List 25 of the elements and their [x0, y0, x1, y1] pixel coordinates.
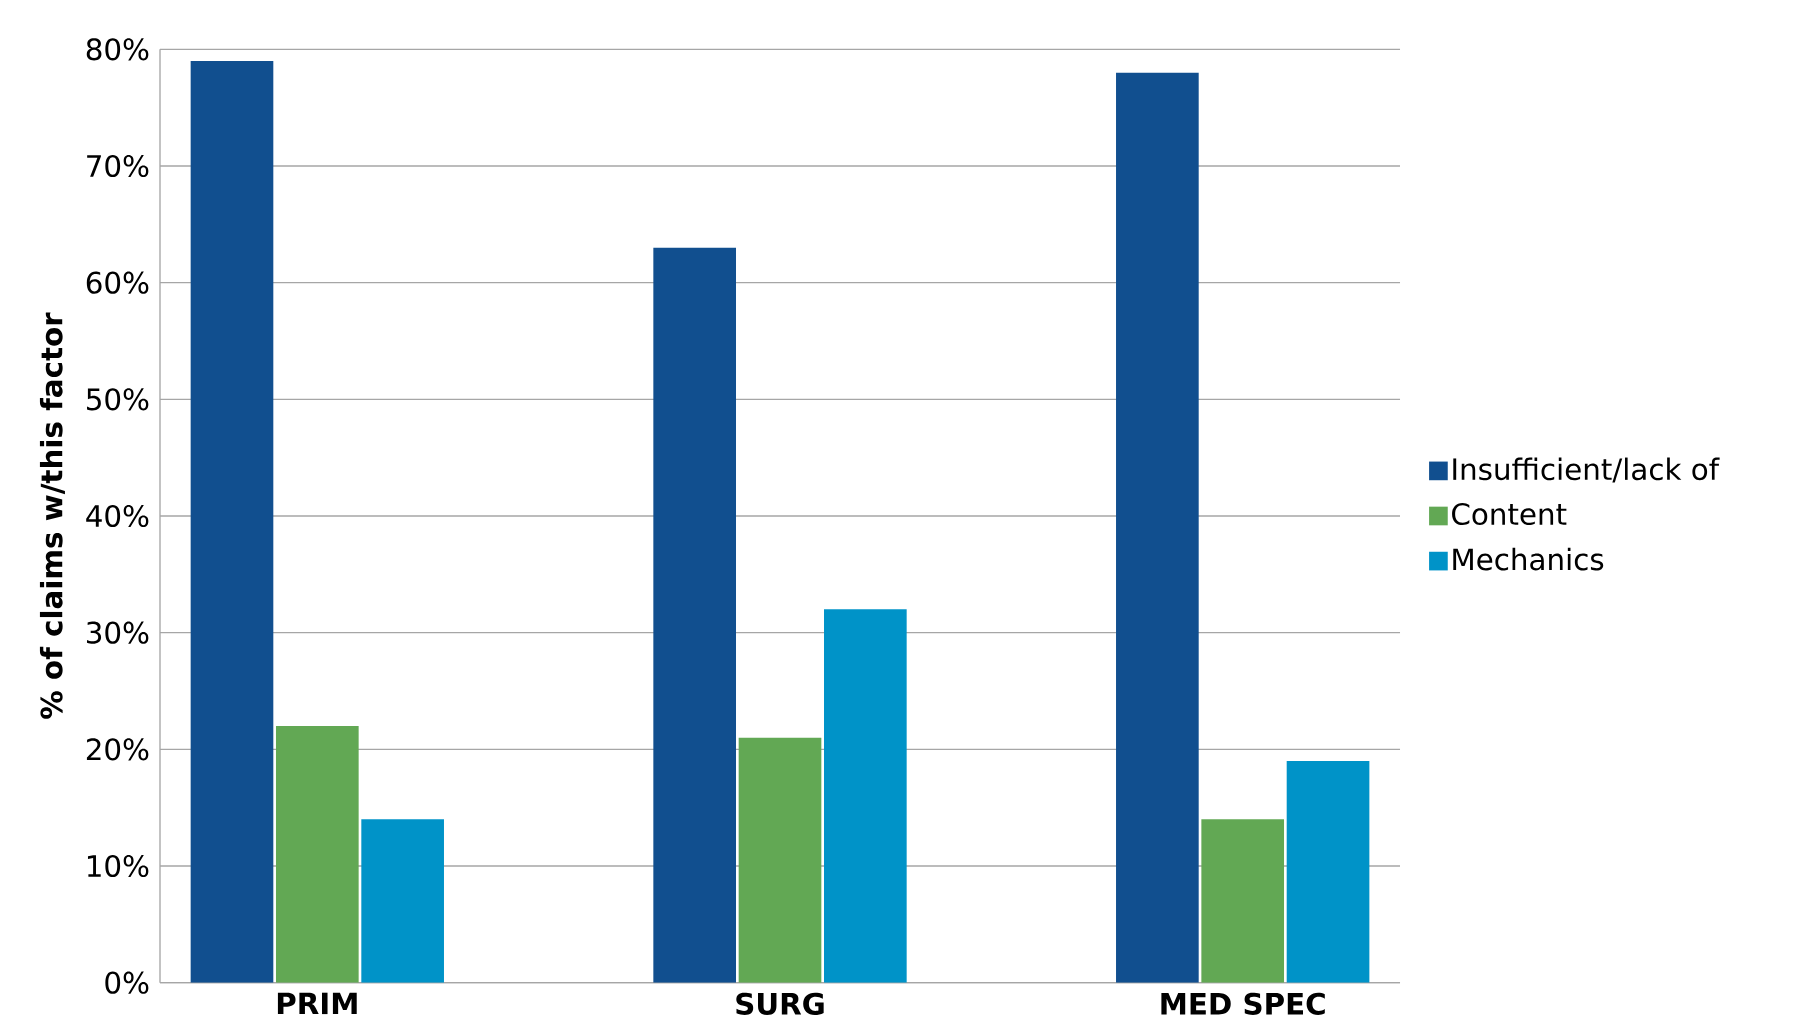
bar — [824, 609, 907, 983]
legend-label: Insufficient/lack of — [1453, 457, 1720, 483]
x-tick-label: PRIM — [277, 992, 357, 1015]
legend-label: Content — [1452, 502, 1567, 526]
bar — [1286, 761, 1370, 983]
bar — [1116, 72, 1199, 983]
y-tick-label: 20% — [86, 738, 149, 761]
legend-label: Mechanics — [1453, 547, 1604, 571]
bar — [190, 60, 274, 983]
y-axis-title: % of claims w/this factor — [39, 312, 65, 719]
y-tick-label: 50% — [87, 388, 149, 411]
y-tick-label: 0% — [105, 971, 149, 994]
y-tick-label: 70% — [87, 154, 149, 178]
y-tick-label: 10% — [87, 854, 149, 878]
x-tick-label: MED SPEC — [1161, 992, 1325, 1015]
bar — [653, 247, 737, 983]
bar — [361, 819, 444, 983]
bar — [275, 726, 359, 983]
bar — [1201, 819, 1285, 983]
y-tick-label: 60% — [86, 271, 149, 294]
x-tick-label: SURG — [736, 992, 824, 1015]
bar — [738, 737, 822, 983]
y-tick-label: 80% — [86, 38, 149, 61]
y-tick-label: 30% — [87, 621, 149, 644]
y-tick-label: 40% — [86, 504, 149, 528]
